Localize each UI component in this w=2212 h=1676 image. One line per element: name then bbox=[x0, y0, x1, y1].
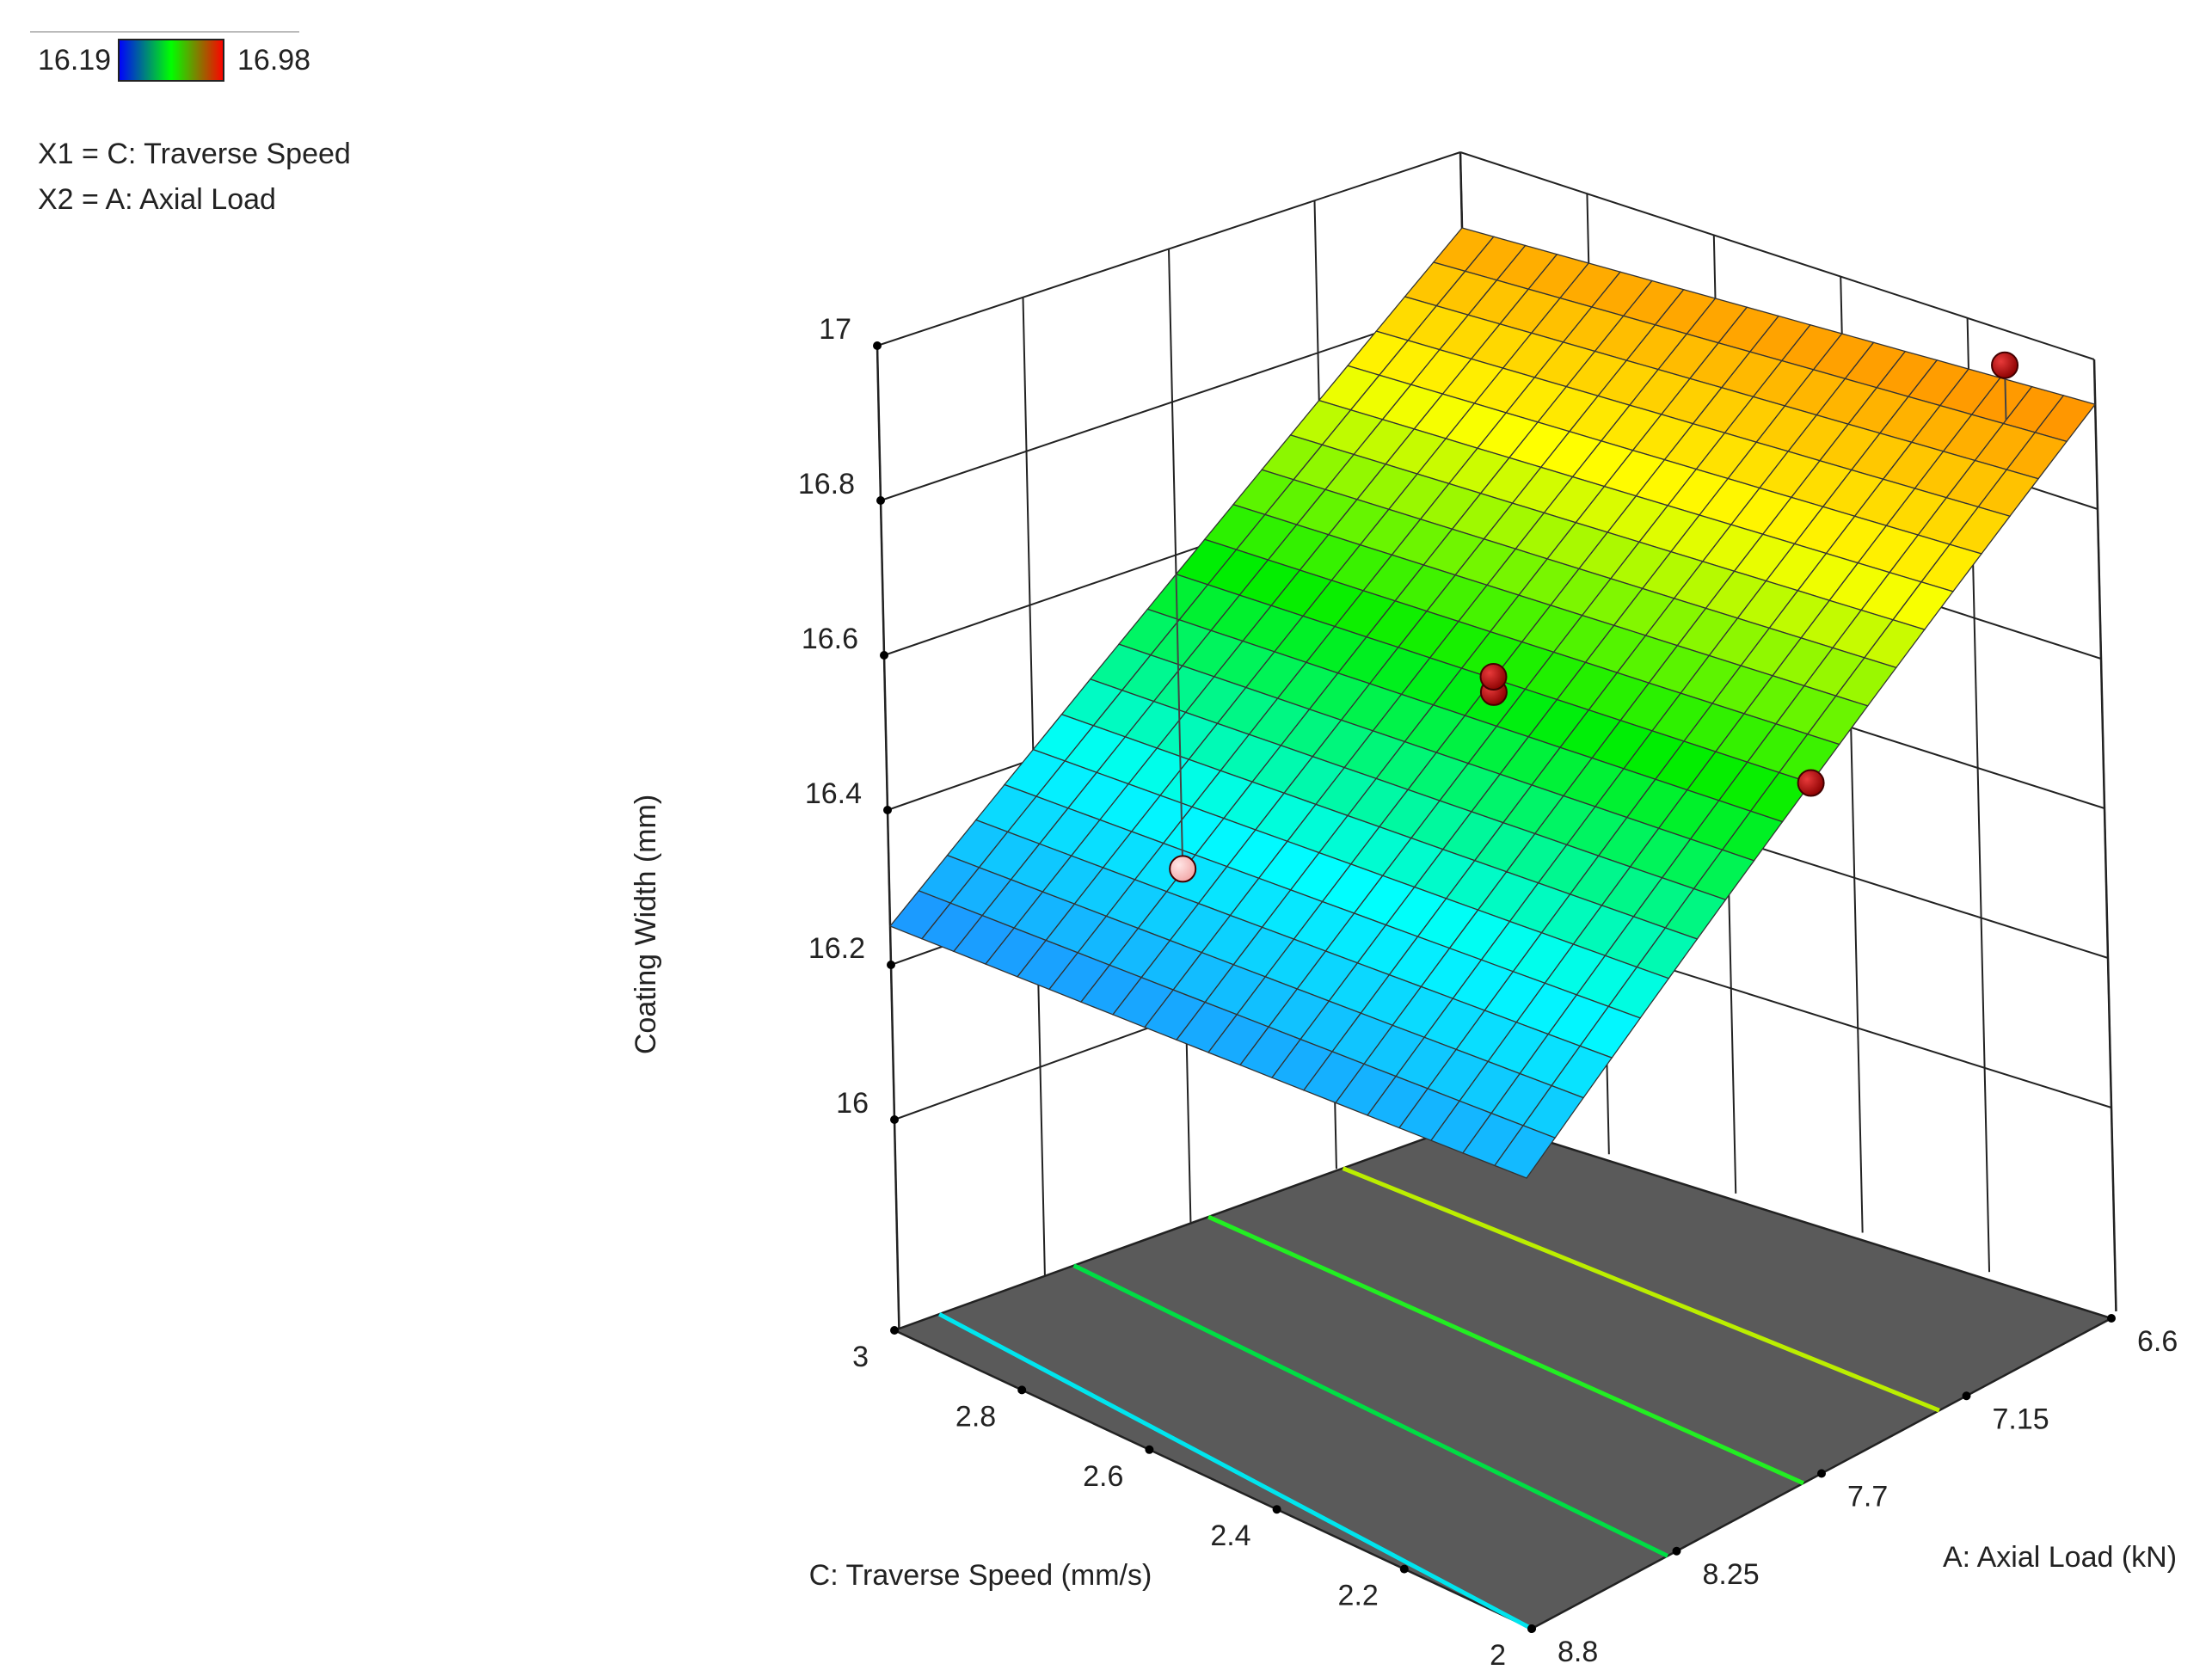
floor-plane bbox=[894, 1120, 2111, 1629]
z-axis-title: Coating Width (mm) bbox=[630, 795, 662, 1054]
x-tick-mark bbox=[1017, 1385, 1026, 1394]
legend-max-label: 16.98 bbox=[237, 44, 310, 77]
z-tick-mark bbox=[890, 1115, 899, 1124]
z-tick-label: 16.2 bbox=[808, 932, 865, 965]
y-tick-mark bbox=[1673, 1547, 1681, 1556]
z-tick-mark bbox=[880, 651, 888, 660]
x-tick-label: 3 bbox=[852, 1341, 869, 1373]
legend-min-label: 16.19 bbox=[38, 44, 111, 77]
design-point bbox=[1992, 353, 2018, 378]
y-tick-label: 6.6 bbox=[2137, 1325, 2178, 1358]
legend-factor-x1: X1 = C: Traverse Speed bbox=[38, 138, 351, 171]
y-tick-label: 7.15 bbox=[1993, 1403, 2049, 1435]
x-tick-mark bbox=[890, 1326, 899, 1335]
z-tick-label: 16.6 bbox=[802, 623, 858, 655]
legend-color-bar bbox=[119, 40, 224, 81]
y-tick-mark bbox=[1527, 1624, 1536, 1633]
box-edge-right bbox=[2094, 359, 2116, 1311]
y-tick-mark bbox=[2107, 1314, 2116, 1323]
x-tick-mark bbox=[1273, 1505, 1281, 1513]
y-tick-label: 8.8 bbox=[1558, 1636, 1598, 1668]
y-axis-title: A: Axial Load (kN) bbox=[1943, 1541, 2177, 1574]
x-tick-mark bbox=[1145, 1446, 1153, 1454]
z-tick-label: 16 bbox=[836, 1087, 869, 1120]
z-tick-mark bbox=[876, 496, 885, 505]
legend-factor-x2: X2 = A: Axial Load bbox=[38, 183, 276, 217]
z-tick-mark bbox=[873, 341, 882, 350]
x-tick-mark bbox=[1400, 1565, 1409, 1574]
z-tick-label: 17 bbox=[819, 313, 851, 346]
z-tick-label: 16.8 bbox=[798, 468, 855, 500]
z-tick-mark bbox=[887, 961, 895, 969]
z-tick-label: 16.4 bbox=[805, 777, 862, 810]
design-point bbox=[1798, 770, 1824, 796]
x-tick-label: 2.8 bbox=[955, 1400, 996, 1433]
x-tick-label: 2.2 bbox=[1338, 1580, 1379, 1612]
y-tick-label: 8.25 bbox=[1703, 1558, 1760, 1591]
x-tick-label: 2.4 bbox=[1210, 1519, 1250, 1552]
x-tick-label: 2 bbox=[1490, 1639, 1506, 1672]
x-tick-label: 2.6 bbox=[1083, 1460, 1123, 1493]
y-tick-label: 7.7 bbox=[1847, 1481, 1888, 1513]
design-point bbox=[1481, 664, 1507, 690]
y-tick-mark bbox=[1963, 1391, 1971, 1400]
design-point bbox=[1170, 856, 1195, 881]
z-tick-mark bbox=[883, 806, 892, 814]
box-edge-left bbox=[877, 346, 899, 1330]
x-axis-title: C: Traverse Speed (mm/s) bbox=[809, 1559, 1152, 1592]
y-tick-mark bbox=[1817, 1470, 1826, 1478]
